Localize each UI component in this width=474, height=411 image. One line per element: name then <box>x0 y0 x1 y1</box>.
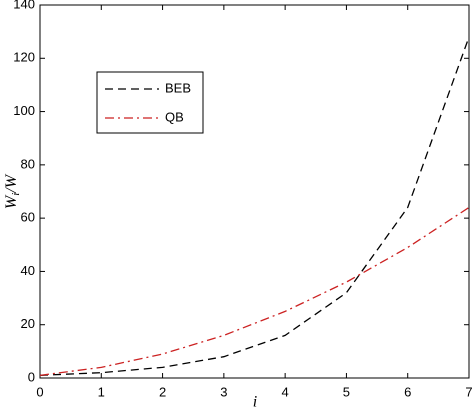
y-label-rest: /W <box>3 173 20 193</box>
x-tick-label: 4 <box>282 384 289 399</box>
x-tick-label: 7 <box>465 384 472 399</box>
legend-label: BEB <box>165 80 191 95</box>
y-tick-label: 20 <box>21 316 35 331</box>
y-label-sub: i <box>10 193 22 196</box>
x-tick-label: 1 <box>98 384 105 399</box>
y-tick-label: 80 <box>21 156 35 171</box>
y-tick-label: 0 <box>28 369 35 384</box>
y-axis-label: Wi/W <box>3 173 22 209</box>
series-line <box>39 36 470 376</box>
x-axis-label: i <box>253 394 257 411</box>
x-tick-label: 2 <box>159 384 166 399</box>
y-tick-label: 100 <box>13 103 35 118</box>
y-tick-label: 140 <box>13 0 35 11</box>
x-tick-label: 0 <box>36 384 43 399</box>
legend-label: QB <box>165 109 184 124</box>
x-tick-label: 6 <box>404 384 411 399</box>
y-tick-label: 40 <box>21 263 35 278</box>
y-tick-label: 60 <box>21 210 35 225</box>
x-tick-label: 5 <box>343 384 350 399</box>
x-tick-label: 3 <box>220 384 227 399</box>
series-line <box>39 206 470 376</box>
plot-frame <box>39 4 470 379</box>
y-tick-label: 120 <box>13 50 35 65</box>
y-label-base: W <box>3 194 20 209</box>
legend-box <box>96 71 204 134</box>
